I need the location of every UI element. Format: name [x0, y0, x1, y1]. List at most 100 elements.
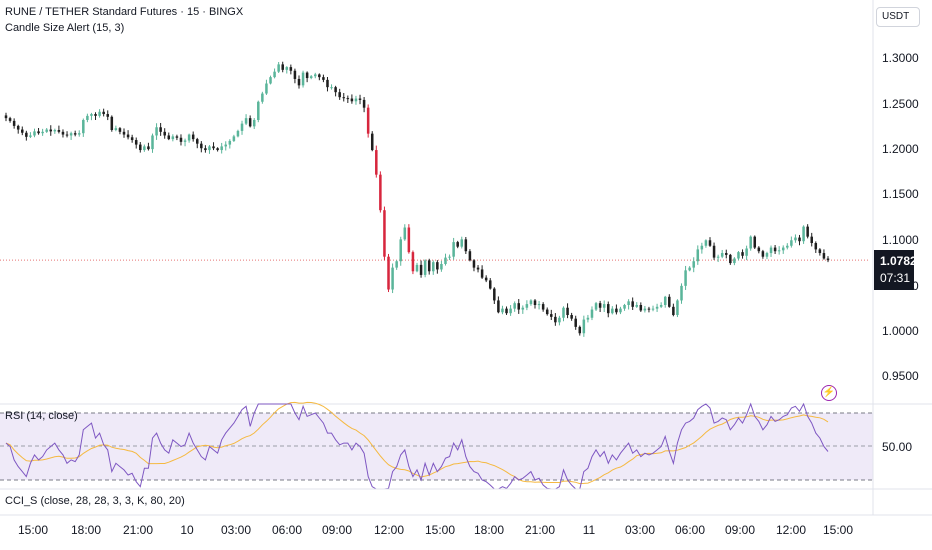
- candle-body: [777, 250, 781, 252]
- indicator-legend[interactable]: Candle Size Alert (15, 3): [5, 22, 125, 34]
- candle-body: [134, 140, 138, 145]
- candle-body: [472, 260, 476, 268]
- rsi-ma-line: [5, 401, 829, 485]
- candle-body: [305, 72, 309, 79]
- candle-body: [476, 267, 480, 270]
- candle-body: [651, 308, 655, 310]
- candle-body: [672, 306, 675, 316]
- candle-body: [480, 269, 484, 278]
- candle-body: [639, 304, 643, 311]
- candle-body: [126, 134, 130, 138]
- candle-body: [545, 309, 549, 315]
- candle-body: [753, 236, 757, 248]
- candle-body: [228, 140, 232, 145]
- candle-body: [436, 262, 439, 270]
- candle-body: [21, 129, 24, 133]
- candle-body: [765, 253, 769, 257]
- candle-body: [655, 306, 659, 309]
- candle-body: [269, 77, 272, 84]
- price-label: 1.0000: [882, 324, 919, 338]
- symbol-title[interactable]: RUNE / TETHER Standard Futures · 15 · BI…: [5, 6, 244, 18]
- candle-body: [191, 134, 195, 140]
- cci-legend[interactable]: CCI_S (close, 28, 28, 3, 3, K, 80, 20): [5, 495, 185, 507]
- candle-body: [37, 131, 40, 134]
- candle-body: [293, 70, 297, 79]
- last-price-value: 1.0782: [880, 254, 917, 268]
- candle-body: [171, 136, 175, 140]
- candle-body: [12, 120, 16, 126]
- candle-body: [708, 240, 712, 246]
- candle-body: [798, 237, 801, 242]
- price-label: 0.9500: [882, 369, 919, 383]
- candle-body: [8, 118, 12, 121]
- candle-body: [318, 74, 321, 78]
- candle-body: [69, 133, 73, 136]
- candle-body: [521, 307, 525, 310]
- candle-body: [281, 64, 284, 70]
- candle-body: [90, 114, 93, 116]
- time-label: 15:00: [17, 523, 49, 537]
- candle-body: [680, 285, 683, 301]
- candle-body: [314, 74, 317, 77]
- candle-body: [130, 137, 134, 141]
- candle-body: [395, 261, 398, 268]
- candle-body: [236, 130, 240, 137]
- candle-body: [285, 67, 289, 70]
- time-label: 18:00: [473, 523, 505, 537]
- candle-body: [456, 242, 459, 247]
- candle-body: [204, 148, 207, 151]
- candle-body: [358, 98, 362, 100]
- candle-body: [668, 296, 671, 307]
- rsi-legend[interactable]: RSI (14, close): [5, 410, 78, 422]
- candle-body: [554, 316, 557, 323]
- candle-body: [578, 326, 582, 334]
- candle-body: [114, 128, 118, 131]
- currency-selector[interactable]: USDT: [876, 7, 920, 27]
- candle-body: [147, 146, 150, 150]
- candle-body: [497, 300, 500, 313]
- candle-body: [98, 111, 101, 116]
- time-label: 03:00: [624, 523, 656, 537]
- candle-body: [619, 308, 622, 313]
- candle-body: [216, 148, 219, 151]
- candle-body: [102, 111, 105, 115]
- candle-body: [379, 174, 382, 211]
- candle-body: [220, 146, 223, 151]
- candle-body: [700, 245, 704, 250]
- candle-body: [122, 131, 126, 135]
- candle-body: [73, 133, 77, 135]
- time-label: 12:00: [373, 523, 405, 537]
- candle-body: [688, 267, 691, 271]
- time-label: 09:00: [724, 523, 756, 537]
- candle-body: [16, 125, 20, 130]
- candle-body: [163, 131, 166, 136]
- candle-body: [741, 252, 744, 256]
- candle-body: [159, 127, 162, 132]
- candle-body: [781, 247, 785, 251]
- candle-body: [818, 249, 822, 254]
- candle-body: [488, 280, 492, 289]
- time-label: 21:00: [122, 523, 154, 537]
- candle-body: [643, 308, 647, 311]
- time-label: 15:00: [424, 523, 456, 537]
- candle-body: [195, 139, 199, 144]
- candle-body: [240, 123, 244, 131]
- candle-body: [574, 318, 577, 327]
- candle-body: [725, 253, 728, 255]
- candle-body: [533, 300, 537, 305]
- candle-body: [330, 87, 333, 89]
- candle-body: [187, 134, 191, 141]
- candle-body: [57, 130, 61, 132]
- candle-body: [786, 245, 789, 248]
- candle-body: [663, 296, 667, 305]
- candle-body: [110, 116, 114, 131]
- candle-body: [448, 256, 451, 258]
- time-label: 15:00: [822, 523, 854, 537]
- candle-body: [45, 129, 48, 132]
- candle-body: [257, 101, 260, 120]
- alert-lightning-icon[interactable]: ⚡: [821, 385, 837, 401]
- candle-body: [407, 227, 411, 253]
- candle-body: [419, 264, 423, 275]
- candle-body: [175, 136, 179, 138]
